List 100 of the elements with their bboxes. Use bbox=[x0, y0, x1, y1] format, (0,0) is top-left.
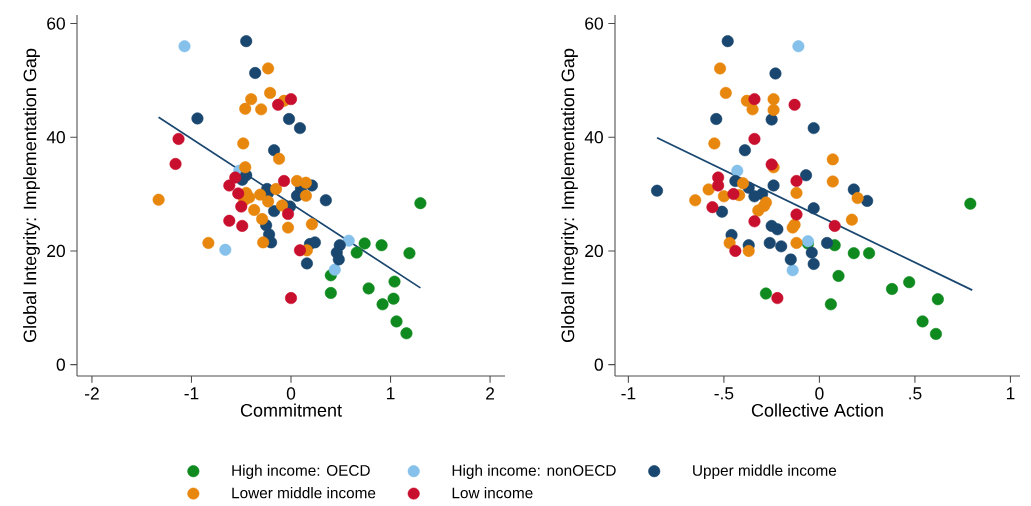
point bbox=[689, 194, 702, 207]
point bbox=[800, 169, 813, 182]
point bbox=[845, 213, 858, 226]
point bbox=[268, 144, 281, 157]
point bbox=[824, 298, 837, 311]
point bbox=[746, 103, 759, 116]
point bbox=[285, 93, 298, 106]
y-axis-title: Global Integrity: Implementation Gap bbox=[23, 48, 40, 342]
point bbox=[388, 275, 401, 288]
x-tick-label: 1 bbox=[387, 387, 395, 400]
point bbox=[276, 199, 289, 212]
x-axis-title: Commitment bbox=[240, 403, 342, 417]
point bbox=[414, 197, 427, 210]
point bbox=[886, 283, 899, 296]
point bbox=[771, 223, 784, 236]
point bbox=[255, 103, 268, 116]
point bbox=[248, 203, 261, 216]
point bbox=[375, 239, 388, 252]
point bbox=[792, 40, 805, 53]
point bbox=[262, 195, 275, 208]
point bbox=[727, 188, 740, 201]
point bbox=[202, 236, 215, 249]
point bbox=[239, 161, 252, 174]
point bbox=[807, 202, 820, 215]
point bbox=[731, 164, 744, 177]
point bbox=[903, 276, 916, 289]
point bbox=[790, 208, 803, 221]
point bbox=[916, 315, 929, 328]
point bbox=[273, 152, 286, 165]
point bbox=[249, 66, 262, 79]
point bbox=[748, 132, 761, 145]
point bbox=[847, 247, 860, 260]
point bbox=[264, 86, 277, 99]
point bbox=[257, 236, 270, 249]
point bbox=[256, 213, 269, 226]
point bbox=[390, 315, 403, 328]
point bbox=[759, 287, 772, 300]
point bbox=[324, 286, 337, 299]
point bbox=[737, 177, 749, 190]
point bbox=[790, 186, 803, 199]
point bbox=[236, 219, 249, 232]
point bbox=[293, 244, 306, 257]
legend-label: Upper middle income bbox=[693, 464, 837, 479]
legend-label: Lower middle income bbox=[232, 487, 376, 499]
point bbox=[240, 35, 253, 48]
y-tick-label: 0 bbox=[594, 358, 603, 371]
y-tick-label: 60 bbox=[47, 17, 65, 30]
point bbox=[790, 174, 803, 187]
point bbox=[350, 246, 363, 259]
point bbox=[358, 237, 371, 250]
point bbox=[769, 67, 782, 80]
point bbox=[710, 113, 723, 126]
point bbox=[219, 243, 232, 256]
point bbox=[706, 201, 719, 214]
point bbox=[169, 157, 182, 170]
point bbox=[702, 183, 715, 196]
legend-label: Low income bbox=[452, 487, 533, 499]
point bbox=[807, 122, 820, 135]
legend-label: High income: nonOECD bbox=[452, 464, 616, 479]
point bbox=[715, 205, 728, 218]
x-tick-label: -.5 bbox=[714, 387, 734, 400]
point bbox=[752, 204, 765, 217]
y-tick-label: 0 bbox=[56, 358, 65, 371]
point bbox=[786, 264, 799, 277]
point bbox=[376, 298, 389, 311]
point bbox=[805, 246, 818, 259]
point bbox=[651, 184, 664, 197]
point bbox=[223, 214, 236, 227]
x-tick-label: 1 bbox=[1006, 387, 1015, 400]
point bbox=[237, 137, 250, 150]
point bbox=[293, 122, 306, 135]
point bbox=[851, 192, 864, 205]
point bbox=[828, 219, 841, 232]
point bbox=[299, 189, 312, 202]
point bbox=[821, 236, 834, 249]
point bbox=[285, 292, 298, 305]
point bbox=[278, 174, 291, 187]
point bbox=[300, 257, 313, 270]
point bbox=[319, 194, 332, 207]
x-tick-label: 0 bbox=[286, 387, 296, 400]
point bbox=[283, 113, 296, 126]
y-tick-label: 20 bbox=[47, 244, 65, 258]
point bbox=[172, 132, 185, 145]
point bbox=[826, 175, 839, 188]
point bbox=[229, 171, 242, 184]
y-tick-label: 40 bbox=[584, 131, 603, 144]
point bbox=[254, 188, 267, 201]
point bbox=[270, 182, 283, 195]
y-tick-label: 40 bbox=[46, 131, 65, 144]
point bbox=[708, 137, 721, 150]
point bbox=[832, 269, 845, 282]
point bbox=[964, 197, 977, 210]
point bbox=[784, 253, 797, 266]
point bbox=[282, 207, 295, 220]
point bbox=[387, 292, 400, 305]
x-tick-label: 2 bbox=[486, 387, 495, 400]
y-tick-label: 60 bbox=[585, 17, 603, 30]
point bbox=[767, 93, 780, 106]
point bbox=[282, 221, 295, 234]
point bbox=[245, 93, 258, 106]
